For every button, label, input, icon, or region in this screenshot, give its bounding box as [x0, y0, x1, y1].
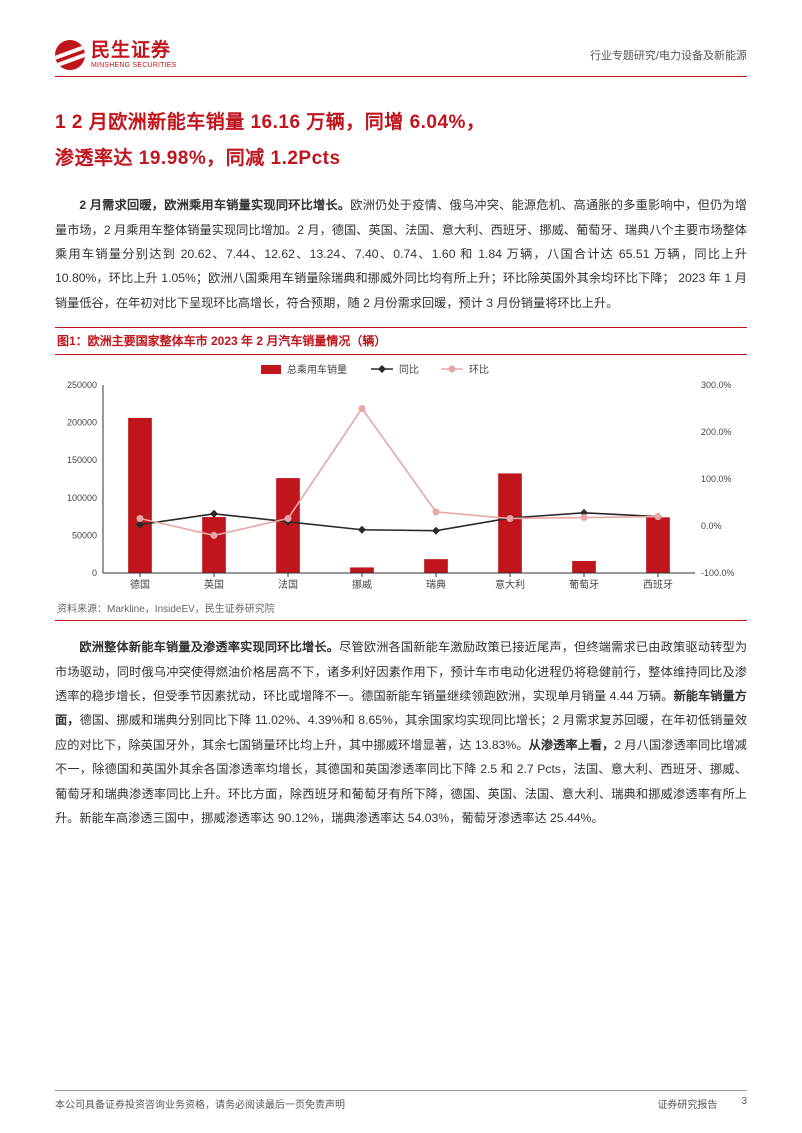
svg-text:法国: 法国 [278, 578, 298, 591]
brand-name-en: MINSHENG SECURITIES [91, 62, 176, 69]
svg-text:150000: 150000 [67, 455, 97, 465]
svg-text:英国: 英国 [204, 578, 224, 591]
svg-text:50000: 50000 [72, 531, 97, 541]
svg-text:总乘用车销量: 总乘用车销量 [287, 363, 347, 376]
svg-text:300.0%: 300.0% [701, 380, 732, 390]
logo-mark-icon [55, 40, 85, 70]
svg-text:瑞典: 瑞典 [426, 578, 446, 591]
chart-svg: 0 50000 100000 150000 200000 250000 -100.0% 0.0… [55, 359, 747, 597]
chart-title: 图1：欧洲主要国家整体车市 2023 年 2 月汽车销量情况（辆） [57, 334, 386, 348]
svg-text:0.0%: 0.0% [701, 521, 722, 531]
chart-source-bar: 资料来源：Markline，InsideEV，民生证券研究院 [55, 597, 747, 621]
paragraph-1: 2 月需求回暖，欧洲乘用车销量实现同环比增长。欧洲仍处于疫情、俄乌冲突、能源危机… [55, 193, 747, 315]
svg-text:环比: 环比 [469, 364, 489, 376]
brand-name-cn: 民生证券 [91, 41, 176, 60]
chart-figure: 0 50000 100000 150000 200000 250000 -100.0% 0.0… [55, 359, 747, 597]
svg-text:意大利: 意大利 [495, 578, 525, 591]
svg-text:-100.0%: -100.0% [701, 568, 735, 578]
title-line-2: 渗透率达 19.98%，同减 1.2Pcts [55, 141, 747, 177]
page-footer: 本公司具备证券投资咨询业务资格，请务必阅读最后一页免责声明 证券研究报告 3 [55, 1090, 747, 1111]
page-header: 民生证券 MINSHENG SECURITIES 行业专题研究/电力设备及新能源 [55, 40, 747, 77]
svg-text:挪威: 挪威 [352, 578, 372, 591]
paragraph-2: 欧洲整体新能车销量及渗透率实现同环比增长。尽管欧洲各国新能车激励政策已接近尾声，… [55, 635, 747, 830]
para2-bold2: 从渗透率上看， [529, 738, 615, 752]
para1-body: 欧洲仍处于疫情、俄乌冲突、能源危机、高通胀的多重影响中，但仍为增量市场，2 月乘… [55, 198, 747, 310]
para2-lead: 欧洲整体新能车销量及渗透率实现同环比增长。 [79, 640, 339, 654]
footer-page-number: 3 [741, 1096, 747, 1111]
doc-category: 行业专题研究/电力设备及新能源 [590, 47, 747, 63]
title-line-1: 1 2 月欧洲新能车销量 16.16 万辆，同增 6.04%， [55, 105, 747, 141]
brand-logo: 民生证券 MINSHENG SECURITIES [55, 40, 176, 70]
svg-text:100000: 100000 [67, 493, 97, 503]
para1-lead: 2 月需求回暖，欧洲乘用车销量实现同环比增长。 [79, 198, 350, 212]
svg-text:200.0%: 200.0% [701, 427, 732, 437]
svg-text:德国: 德国 [130, 578, 150, 591]
chart-title-bar: 图1：欧洲主要国家整体车市 2023 年 2 月汽车销量情况（辆） [55, 327, 747, 355]
svg-text:100.0%: 100.0% [701, 474, 732, 484]
svg-text:250000: 250000 [67, 380, 97, 390]
footer-report-label: 证券研究报告 [657, 1096, 717, 1111]
svg-text:同比: 同比 [399, 364, 419, 376]
svg-text:200000: 200000 [67, 418, 97, 428]
footer-disclaimer: 本公司具备证券投资咨询业务资格，请务必阅读最后一页免责声明 [55, 1096, 345, 1111]
svg-text:葡萄牙: 葡萄牙 [569, 578, 599, 591]
svg-text:0: 0 [92, 568, 97, 578]
section-title: 1 2 月欧洲新能车销量 16.16 万辆，同增 6.04%， 渗透率达 19.… [55, 105, 747, 177]
svg-text:西班牙: 西班牙 [643, 579, 673, 591]
chart-source: 资料来源：Markline，InsideEV，民生证券研究院 [57, 604, 275, 615]
